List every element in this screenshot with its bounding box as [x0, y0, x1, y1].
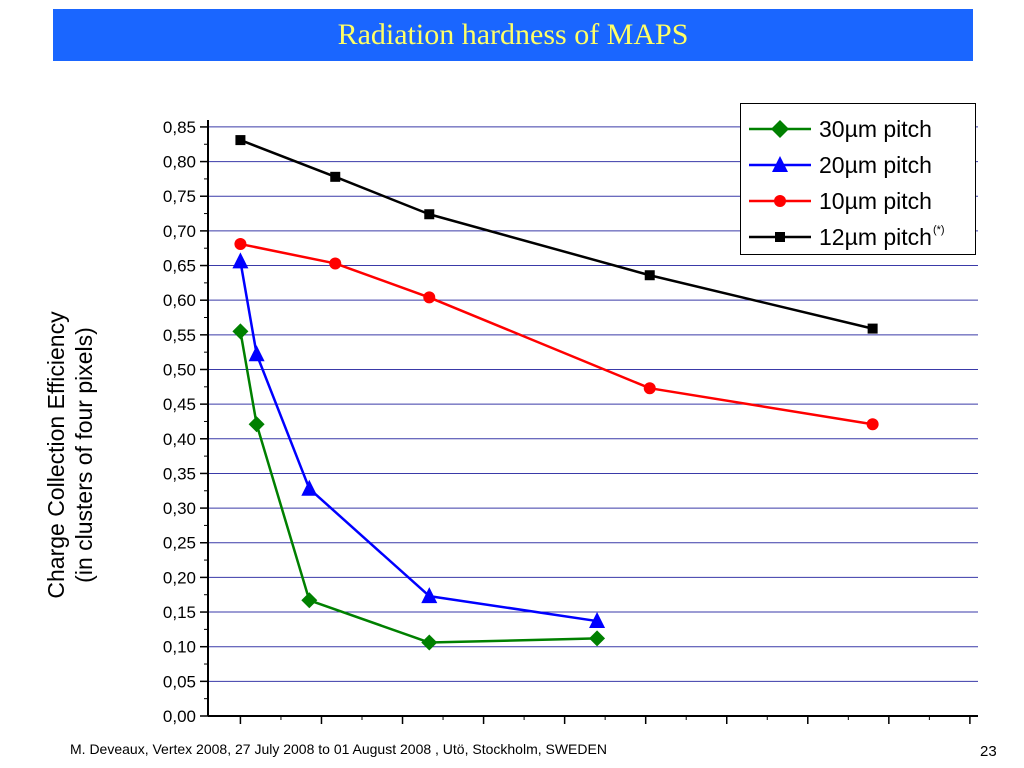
data-point-circle: [234, 238, 247, 251]
legend-item-12um: 12µm pitch(*): [741, 220, 977, 256]
legend-label-10um: 10µm pitch: [819, 188, 932, 214]
title-bar: Radiation hardness of MAPS: [53, 9, 973, 61]
y-tick-label: 0,65: [163, 257, 196, 276]
slide-title: Radiation hardness of MAPS: [337, 18, 689, 51]
y-tick-label: 0,15: [163, 603, 196, 622]
y-axis-label: Charge Collection Efficiency (in cluster…: [42, 245, 98, 665]
legend-item-30um: 30µm pitch: [741, 112, 977, 148]
data-point-triangle: [232, 252, 249, 269]
y-axis-label-line-2: (in clusters of four pixels): [71, 327, 97, 583]
legend-square-marker: [749, 232, 811, 242]
y-tick-label: 0,70: [163, 222, 196, 241]
data-point-circle: [423, 291, 436, 304]
legend-label-12um: 12µm pitch(*): [819, 224, 945, 251]
data-point-square: [644, 270, 655, 281]
data-point-diamond: [589, 630, 606, 647]
legend-label-20um: 20µm pitch: [819, 152, 932, 178]
y-tick-label: 0,45: [163, 395, 196, 414]
y-tick-label: 0,40: [163, 430, 196, 449]
y-tick-label: 0,75: [163, 187, 196, 206]
data-point-triangle: [589, 612, 606, 629]
y-tick-label: 0,05: [163, 672, 196, 691]
y-tick-label: 0,10: [163, 638, 196, 657]
legend-item-10um: 10µm pitch: [741, 184, 977, 220]
page-number: 23: [980, 743, 997, 760]
y-axis-label-line-1: Charge Collection Efficiency: [43, 311, 69, 599]
legend: 30µm pitch 20µm pitch 10µm pitch 12µm pi…: [740, 103, 976, 255]
data-point-square: [235, 135, 246, 146]
legend-item-20um: 20µm pitch: [741, 148, 977, 184]
y-tick-label: 0,25: [163, 534, 196, 553]
y-tick-label: 0,35: [163, 464, 196, 483]
data-point-diamond: [232, 323, 249, 340]
legend-12um-note: (*): [932, 224, 945, 236]
data-point-triangle: [301, 479, 318, 496]
legend-12um-name: 12µm pitch: [819, 224, 932, 250]
data-point-triangle: [248, 345, 265, 362]
data-point-diamond: [421, 634, 438, 651]
y-tick-label: 0,20: [163, 568, 196, 587]
data-point-triangle: [421, 587, 438, 604]
y-tick-label: 0,00: [163, 707, 196, 726]
data-point-circle: [643, 382, 656, 395]
legend-diamond-marker: [749, 120, 811, 138]
y-tick-label: 0,50: [163, 360, 196, 379]
legend-label-30um: 30µm pitch: [819, 116, 932, 142]
data-point-diamond: [301, 592, 318, 609]
data-point-square: [424, 209, 435, 220]
y-tick-label: 0,80: [163, 153, 196, 172]
series-line-0: [239, 331, 598, 644]
data-point-circle: [329, 257, 342, 270]
data-point-square: [867, 323, 878, 334]
y-tick-label: 0,30: [163, 499, 196, 518]
series-line-2: [240, 242, 873, 426]
y-tick-label: 0,60: [163, 291, 196, 310]
data-point-square: [330, 171, 341, 182]
legend-circle-marker: [749, 195, 811, 207]
footer-credit: M. Deveaux, Vertex 2008, 27 July 2008 to…: [70, 741, 607, 757]
legend-triangle-marker: [749, 156, 811, 172]
series-line-1: [239, 261, 598, 623]
y-tick-label: 0,85: [163, 118, 196, 137]
data-point-circle: [866, 418, 879, 431]
y-tick-label: 0,55: [163, 326, 196, 345]
data-point-diamond: [248, 416, 265, 433]
